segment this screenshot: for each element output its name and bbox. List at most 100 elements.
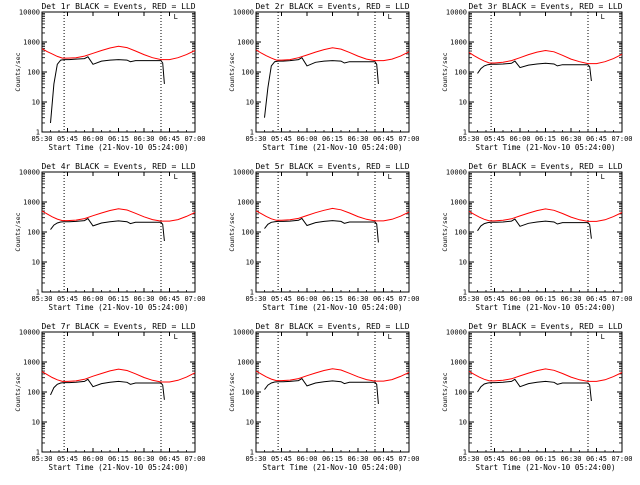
x-tick-label: 07:00 [184,135,205,143]
x-tick-label: 05:45 [271,295,292,303]
plot-frame [468,331,623,453]
series-lld-line [255,207,410,222]
x-axis-title: Start Time (21-Nov-10 05:24:00) [49,303,189,312]
y-tick-label: 10 [32,99,40,107]
plot-frame [41,11,196,133]
x-tick-label: 06:30 [347,295,368,303]
x-tick-label: 06:30 [347,455,368,463]
x-tick-label: 05:45 [57,135,78,143]
y-tick-label: 10000 [19,169,40,177]
plot-marker: L [601,13,605,21]
series-events-line [477,378,592,402]
x-tick-label: 06:30 [560,455,581,463]
y-tick-label: 10000 [446,169,467,177]
x-tick-label: 06:30 [133,295,154,303]
y-tick-label: 100 [454,69,467,77]
plot-marker: L [174,333,178,341]
plot-frame [41,331,196,453]
y-tick-label: 100 [27,229,40,237]
plot-frame [41,171,196,293]
x-tick-label: 06:00 [296,135,317,143]
y-tick-label: 1 [36,289,40,297]
x-tick-label: 05:45 [484,135,505,143]
y-tick-label: 1000 [237,359,254,367]
y-tick-label: 1000 [237,39,254,47]
x-tick-label: 06:15 [535,135,556,143]
panel-title: Det 2r BLACK = Events, RED = LLD [255,2,409,11]
x-tick-label: 06:00 [509,295,530,303]
x-tick-label: 05:45 [484,295,505,303]
y-axis-title: Counts/sec [14,372,22,411]
y-tick-label: 1000 [23,39,40,47]
series-events-line [264,57,379,118]
plot-marker: L [601,333,605,341]
series-events-line [50,378,165,400]
y-tick-label: 10 [32,259,40,267]
x-tick-label: 06:15 [322,455,343,463]
y-tick-label: 1000 [450,359,467,367]
x-axis-title: Start Time (21-Nov-10 05:24:00) [263,143,403,152]
x-tick-label: 06:30 [560,135,581,143]
series-lld-line [468,49,623,65]
panel-title: Det 5r BLACK = Events, RED = LLD [255,162,409,171]
chart-panel: Det 3r BLACK = Events, RED = LLD L 1 10 100 1… [441,2,633,152]
panel-title: Det 1r BLACK = Events, RED = LLD [41,2,195,11]
x-tick-label: 06:45 [373,135,394,143]
y-tick-label: 10 [246,99,254,107]
y-axis-title: Counts/sec [228,52,236,91]
x-tick-label: 06:45 [373,455,394,463]
series-lld-line [255,47,410,62]
x-tick-label: 05:45 [57,295,78,303]
x-tick-label: 07:00 [184,455,205,463]
chart-panel: Det 9r BLACK = Events, RED = LLD L 1 10 100 1… [441,322,633,472]
series-events-line [477,60,592,82]
plot-frame [255,171,410,293]
chart-panel: Det 6r BLACK = Events, RED = LLD L 1 10 100 1… [441,162,633,312]
x-tick-label: 05:45 [57,455,78,463]
x-tick-label: 06:30 [560,295,581,303]
plot-marker: L [388,333,392,341]
chart-panel: Det 5r BLACK = Events, RED = LLD L 1 10 100 1… [228,162,420,312]
x-tick-label: 05:30 [458,135,479,143]
y-tick-label: 10000 [19,9,40,17]
x-axis-title: Start Time (21-Nov-10 05:24:00) [476,143,616,152]
x-tick-label: 05:45 [271,455,292,463]
x-tick-label: 07:00 [398,135,419,143]
series-lld-line [255,368,410,382]
y-tick-label: 10000 [446,329,467,337]
series-events-line [264,377,379,404]
chart-panel: Det 8r BLACK = Events, RED = LLD L 1 10 100 1… [228,322,420,472]
y-tick-label: 1 [250,449,254,457]
y-tick-label: 1 [36,129,40,137]
plot-marker: L [388,13,392,21]
y-tick-label: 10 [459,99,467,107]
x-tick-label: 06:00 [509,455,530,463]
x-tick-label: 06:00 [82,455,103,463]
y-tick-label: 100 [27,389,40,397]
x-tick-label: 05:30 [31,455,52,463]
y-tick-label: 100 [454,389,467,397]
y-axis-title: Counts/sec [228,372,236,411]
y-tick-label: 10 [246,259,254,267]
y-tick-label: 10000 [233,329,254,337]
x-tick-label: 06:30 [347,135,368,143]
x-tick-label: 06:15 [535,295,556,303]
chart-panel: Det 1r BLACK = Events, RED = LLD L 1 10 100 1… [14,2,206,152]
y-tick-label: 1 [463,449,467,457]
panel-title: Det 9r BLACK = Events, RED = LLD [468,322,622,331]
y-tick-label: 100 [454,229,467,237]
y-tick-label: 10 [32,419,40,427]
series-lld-line [41,45,196,61]
x-tick-label: 05:30 [245,135,266,143]
x-tick-label: 06:15 [322,135,343,143]
y-tick-label: 1 [250,289,254,297]
y-tick-label: 1000 [237,199,254,207]
x-tick-label: 06:15 [322,295,343,303]
x-axis-title: Start Time (21-Nov-10 05:24:00) [476,463,616,472]
y-tick-label: 100 [241,389,254,397]
series-lld-line [468,368,623,382]
y-tick-label: 100 [27,69,40,77]
y-tick-label: 100 [241,69,254,77]
x-tick-label: 07:00 [398,455,419,463]
y-axis-title: Counts/sec [441,52,449,91]
